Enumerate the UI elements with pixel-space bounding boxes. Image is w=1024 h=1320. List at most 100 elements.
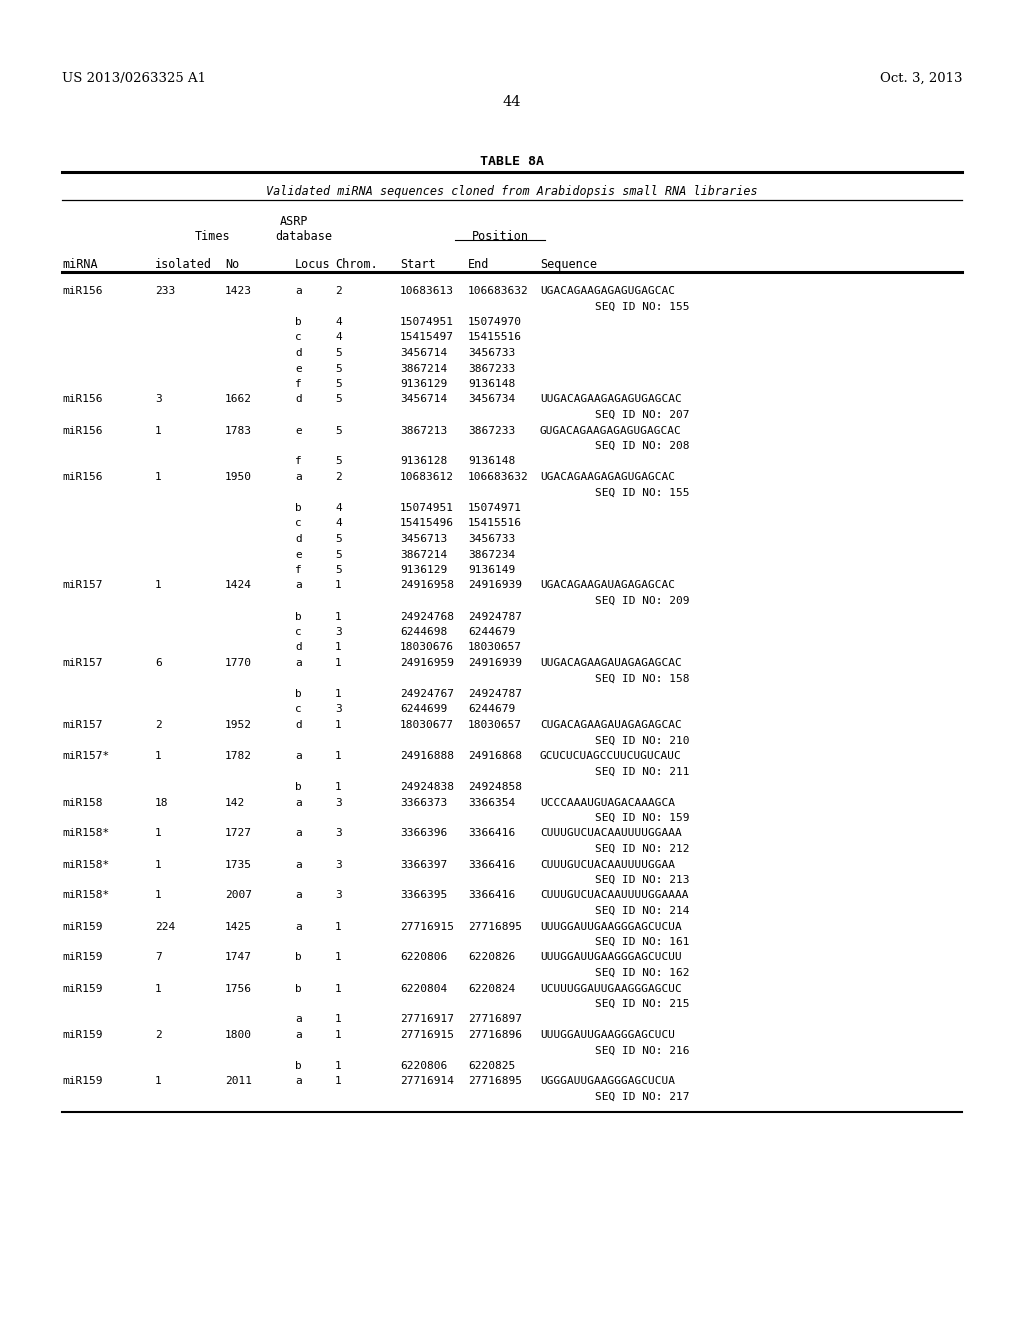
Text: 15074971: 15074971 [468,503,522,513]
Text: miR156: miR156 [62,286,102,296]
Text: 27716914: 27716914 [400,1077,454,1086]
Text: 1783: 1783 [225,425,252,436]
Text: 6244699: 6244699 [400,705,447,714]
Text: SEQ ID NO: 158: SEQ ID NO: 158 [595,673,689,684]
Text: 1770: 1770 [225,657,252,668]
Text: 1782: 1782 [225,751,252,762]
Text: e: e [295,425,302,436]
Text: 5: 5 [335,348,342,358]
Text: SEQ ID NO: 215: SEQ ID NO: 215 [595,999,689,1008]
Text: CUGACAGAAGAUAGAGAGCAC: CUGACAGAAGAUAGAGAGCAC [540,719,682,730]
Text: UUGACAGAAGAGAGUGAGCAC: UUGACAGAAGAGAGUGAGCAC [540,395,682,404]
Text: SEQ ID NO: 162: SEQ ID NO: 162 [595,968,689,978]
Text: UUUGGAUUGAAGGGAGCUCU: UUUGGAUUGAAGGGAGCUCU [540,1030,675,1040]
Text: SEQ ID NO: 210: SEQ ID NO: 210 [595,735,689,746]
Text: miR159: miR159 [62,1030,102,1040]
Text: 7: 7 [155,953,162,962]
Text: SEQ ID NO: 207: SEQ ID NO: 207 [595,411,689,420]
Text: miR157: miR157 [62,581,102,590]
Text: GUGACAGAAGAGAGUGAGCAC: GUGACAGAAGAGAGUGAGCAC [540,425,682,436]
Text: database: database [275,230,332,243]
Text: SEQ ID NO: 217: SEQ ID NO: 217 [595,1092,689,1102]
Text: 6244679: 6244679 [468,705,515,714]
Text: miR157*: miR157* [62,751,110,762]
Text: 2011: 2011 [225,1077,252,1086]
Text: 27716895: 27716895 [468,1077,522,1086]
Text: miR159: miR159 [62,953,102,962]
Text: a: a [295,797,302,808]
Text: 6220824: 6220824 [468,983,515,994]
Text: 3366395: 3366395 [400,891,447,900]
Text: UGACAGAAGAGAGUGAGCAC: UGACAGAAGAGAGUGAGCAC [540,473,675,482]
Text: 9136129: 9136129 [400,565,447,576]
Text: 4: 4 [335,503,342,513]
Text: SEQ ID NO: 214: SEQ ID NO: 214 [595,906,689,916]
Text: a: a [295,1077,302,1086]
Text: 3: 3 [335,829,342,838]
Text: ASRP: ASRP [280,215,308,228]
Text: miR156: miR156 [62,425,102,436]
Text: Start: Start [400,257,435,271]
Text: End: End [468,257,489,271]
Text: 3366397: 3366397 [400,859,447,870]
Text: 1: 1 [335,657,342,668]
Text: 4: 4 [335,317,342,327]
Text: 24924838: 24924838 [400,781,454,792]
Text: 1756: 1756 [225,983,252,994]
Text: 3867233: 3867233 [468,363,515,374]
Text: Locus: Locus [295,257,331,271]
Text: 5: 5 [335,535,342,544]
Text: 3456733: 3456733 [468,535,515,544]
Text: b: b [295,1061,302,1071]
Text: 1: 1 [335,921,342,932]
Text: 3366354: 3366354 [468,797,515,808]
Text: TABLE 8A: TABLE 8A [480,154,544,168]
Text: c: c [295,627,302,638]
Text: GCUCUCUAGCCUUCUGUCAUC: GCUCUCUAGCCUUCUGUCAUC [540,751,682,762]
Text: 1: 1 [155,1077,162,1086]
Text: 6244698: 6244698 [400,627,447,638]
Text: 1425: 1425 [225,921,252,932]
Text: UGACAGAAGAUAGAGAGCAC: UGACAGAAGAUAGAGAGCAC [540,581,675,590]
Text: 15415516: 15415516 [468,519,522,528]
Text: 106683632: 106683632 [468,286,528,296]
Text: b: b [295,503,302,513]
Text: 5: 5 [335,549,342,560]
Text: b: b [295,611,302,622]
Text: 3366373: 3366373 [400,797,447,808]
Text: 10683612: 10683612 [400,473,454,482]
Text: 6220804: 6220804 [400,983,447,994]
Text: Chrom.: Chrom. [335,257,378,271]
Text: 5: 5 [335,395,342,404]
Text: f: f [295,565,302,576]
Text: SEQ ID NO: 155: SEQ ID NO: 155 [595,301,689,312]
Text: 1: 1 [335,1077,342,1086]
Text: 2: 2 [335,286,342,296]
Text: b: b [295,983,302,994]
Text: 1: 1 [335,983,342,994]
Text: 1735: 1735 [225,859,252,870]
Text: 9136148: 9136148 [468,457,515,466]
Text: 24916958: 24916958 [400,581,454,590]
Text: 1: 1 [335,1030,342,1040]
Text: 1: 1 [155,581,162,590]
Text: c: c [295,705,302,714]
Text: Sequence: Sequence [540,257,597,271]
Text: CUUUGUCUACAAUUUUGGAAA: CUUUGUCUACAAUUUUGGAAA [540,829,682,838]
Text: Position: Position [471,230,528,243]
Text: Oct. 3, 2013: Oct. 3, 2013 [880,73,962,84]
Text: SEQ ID NO: 216: SEQ ID NO: 216 [595,1045,689,1056]
Text: 9136149: 9136149 [468,565,515,576]
Text: SEQ ID NO: 212: SEQ ID NO: 212 [595,843,689,854]
Text: 3366416: 3366416 [468,891,515,900]
Text: miR157: miR157 [62,719,102,730]
Text: e: e [295,549,302,560]
Text: 3456734: 3456734 [468,395,515,404]
Text: SEQ ID NO: 213: SEQ ID NO: 213 [595,875,689,884]
Text: SEQ ID NO: 159: SEQ ID NO: 159 [595,813,689,822]
Text: d: d [295,719,302,730]
Text: 1: 1 [155,859,162,870]
Text: 3867214: 3867214 [400,363,447,374]
Text: 6220826: 6220826 [468,953,515,962]
Text: 3: 3 [335,859,342,870]
